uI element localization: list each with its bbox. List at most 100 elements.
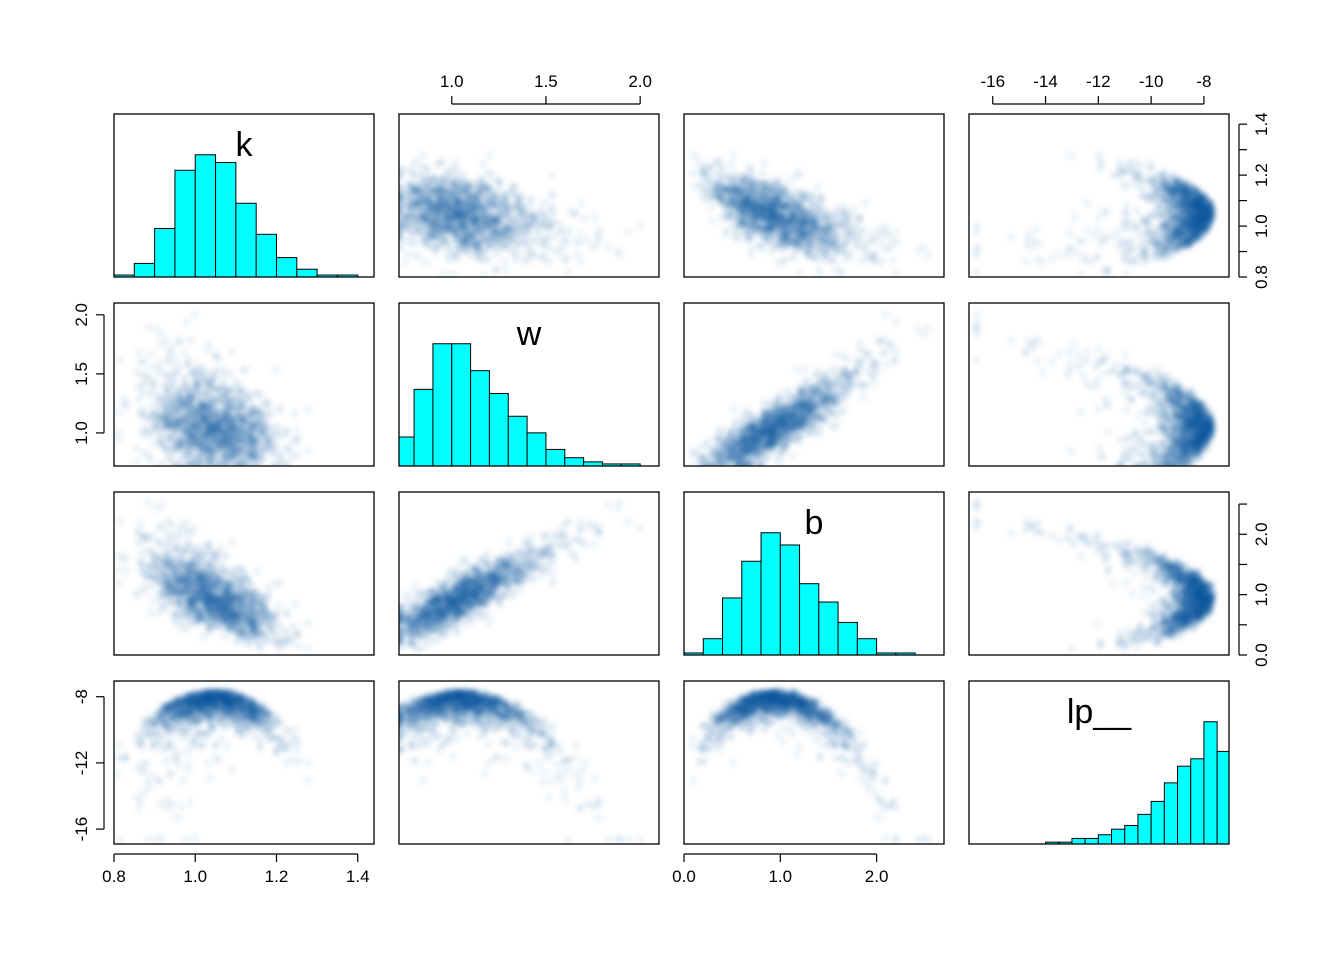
scatter-point <box>1140 177 1149 186</box>
scatter-point <box>794 269 804 277</box>
scatter-point <box>828 255 837 265</box>
scatter-point <box>264 410 274 420</box>
scatter-point <box>1065 229 1075 238</box>
scatter-point <box>1157 209 1166 218</box>
scatter-point <box>803 229 812 238</box>
scatter-point <box>1148 212 1157 221</box>
scatter-point <box>480 248 489 258</box>
scatter-point <box>1026 243 1035 252</box>
scatter-point <box>1159 181 1169 190</box>
scatter-point <box>830 266 840 275</box>
scatter-point <box>1066 151 1075 160</box>
scatter-point <box>1176 210 1186 219</box>
diagonal-label: k <box>236 126 254 164</box>
scatter-point <box>520 221 529 230</box>
histogram-k <box>114 154 359 277</box>
scatter-point <box>696 181 705 191</box>
scatter-point <box>815 202 825 212</box>
scatter-point <box>593 239 602 249</box>
scatter-point <box>407 230 417 239</box>
scatter-point <box>1171 198 1181 207</box>
scatter-point <box>718 164 727 173</box>
scatter-point <box>699 196 708 205</box>
scatter-point <box>525 195 535 204</box>
scatter-point <box>728 208 737 217</box>
scatter-point <box>1146 159 1155 168</box>
panel-k-vs-w <box>398 113 660 278</box>
scatter-point <box>972 243 982 252</box>
scatter-point <box>703 177 712 186</box>
scatter-point <box>445 226 454 236</box>
scatter-point <box>868 237 877 246</box>
scatter-point <box>733 230 743 239</box>
scatter-point <box>843 207 852 216</box>
scatter-point <box>546 221 556 230</box>
scatter-point <box>1153 189 1162 199</box>
scatter-point <box>145 349 154 359</box>
scatter-point <box>849 205 858 215</box>
panel-k-vs-k: k <box>113 113 375 278</box>
scatter-point <box>443 201 453 210</box>
scatter-point <box>399 166 407 175</box>
scatter-point <box>535 227 544 237</box>
scatter-point <box>814 191 823 201</box>
scatter-point <box>1021 257 1030 266</box>
scatter-point <box>818 236 828 246</box>
scatter-point <box>1139 238 1148 247</box>
scatter-point <box>756 230 765 239</box>
scatter-point <box>742 185 752 194</box>
scatter-point <box>1024 230 1034 240</box>
scatter-point <box>1122 202 1131 211</box>
scatter-point <box>1137 184 1146 193</box>
scatter-point <box>689 151 698 160</box>
scatter-point <box>885 243 894 252</box>
scatter-point <box>1120 255 1129 264</box>
scatter-point <box>688 168 697 178</box>
scatter-point <box>751 194 760 203</box>
scatter-point <box>484 238 493 247</box>
scatter-point <box>538 209 547 218</box>
scatter-point <box>1079 255 1088 264</box>
scatter-point <box>132 444 141 453</box>
scatter-point <box>845 249 854 258</box>
scatter-point <box>477 186 486 195</box>
scatter-point <box>613 246 622 255</box>
scatter-point <box>1104 264 1113 274</box>
scatter-point <box>478 219 487 228</box>
scatter-point <box>859 226 869 235</box>
scatter-point <box>804 238 813 247</box>
scatter-point <box>833 221 843 230</box>
scatter-point <box>1073 248 1082 257</box>
scatter-point <box>422 258 431 268</box>
scatter-point <box>494 177 504 186</box>
scatter-point <box>457 234 467 243</box>
hist-bar <box>194 154 217 277</box>
scatter-point <box>427 177 437 186</box>
scatter-point <box>538 220 547 229</box>
scatter-point <box>808 217 817 226</box>
scatter-point <box>1054 250 1064 259</box>
scatter-point <box>1127 244 1137 253</box>
scatter-point <box>1069 213 1079 222</box>
scatter-point <box>420 194 429 204</box>
hist-bar <box>154 227 176 277</box>
scatter-point <box>1188 201 1198 210</box>
scatter-point <box>542 235 551 244</box>
scatter-point <box>487 191 496 201</box>
density-scatter <box>114 310 313 466</box>
scatter-point <box>1150 174 1159 183</box>
scatter-point <box>516 230 525 239</box>
scatter-point <box>1165 213 1174 223</box>
scatter-point <box>1158 240 1167 249</box>
scatter-point <box>401 258 410 267</box>
scatter-point <box>565 226 574 235</box>
scatter-point <box>783 218 792 227</box>
scatter-point <box>861 244 870 253</box>
scatter-point <box>507 231 517 240</box>
scatter-point <box>205 339 214 348</box>
scatter-point <box>707 203 717 212</box>
scatter-point <box>436 197 445 206</box>
scatter-point <box>806 206 815 215</box>
scatter-point <box>148 362 157 371</box>
